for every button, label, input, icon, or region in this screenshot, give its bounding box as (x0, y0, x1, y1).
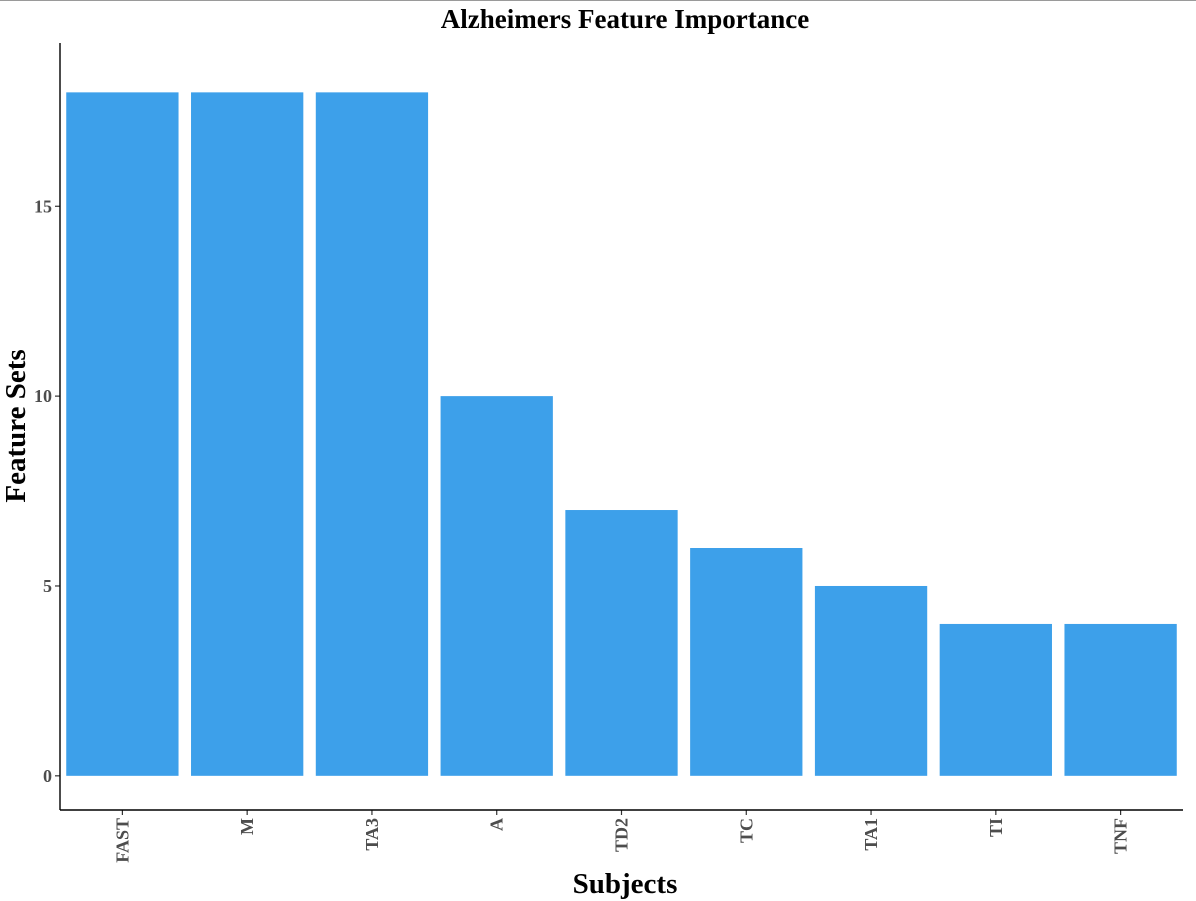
y-tick-label: 15 (34, 196, 52, 216)
bar-ta1 (814, 585, 928, 776)
y-tick-label: 5 (43, 576, 52, 596)
bars-group (66, 92, 1177, 776)
bar-tc (690, 548, 803, 776)
y-axis-title: Feature Sets (0, 349, 32, 502)
x-tick-label: TI (986, 818, 1006, 837)
chart-title: Alzheimers Feature Importance (441, 4, 809, 34)
x-tick-label: A (487, 818, 507, 831)
x-tick-label: M (237, 818, 257, 835)
x-tick-label: FAST (112, 818, 132, 863)
bar-ti (939, 623, 1052, 776)
x-axis-ticks: FAST M TA3 A TD2 TC TA1 TI TNF (112, 810, 1131, 863)
y-tick-label: 0 (43, 766, 52, 786)
x-axis-title: Subjects (573, 868, 678, 900)
x-tick-label: TA1 (861, 818, 881, 851)
x-tick-label: TD2 (612, 818, 632, 852)
bar-ta3 (315, 92, 429, 776)
x-tick-label: TNF (1111, 818, 1131, 854)
bar-a (440, 396, 553, 776)
bar-td2 (565, 510, 678, 776)
x-tick-label: TC (736, 818, 756, 843)
top-border (0, 0, 1196, 1)
y-tick-label: 10 (34, 386, 52, 406)
bar-tnf (1064, 623, 1177, 776)
x-tick-label: TA3 (362, 818, 382, 851)
y-axis-ticks: 0 5 10 15 (34, 196, 60, 786)
bar-fast (66, 92, 179, 776)
bar-m (191, 92, 304, 776)
